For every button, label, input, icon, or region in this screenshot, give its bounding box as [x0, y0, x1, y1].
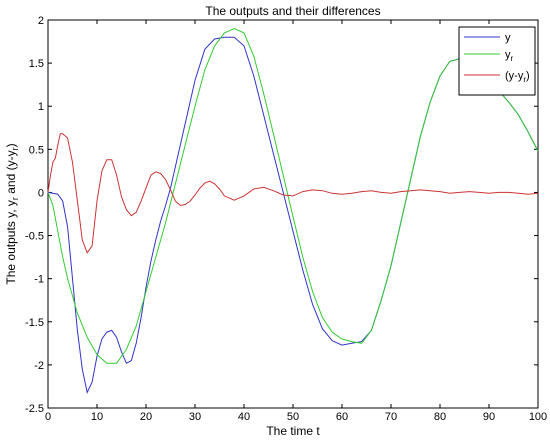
y-axis-label-part3: )	[4, 143, 18, 147]
y-tick-label: 0.5	[29, 144, 44, 156]
series-line-diff	[47, 133, 539, 254]
x-tick-label: 60	[336, 411, 348, 423]
y-tick-label: 1.5	[29, 58, 44, 70]
y-tick-label: -0.5	[25, 231, 44, 243]
chart-title: The outputs and their differences	[205, 4, 380, 18]
y-tick-label: 0	[38, 187, 44, 199]
y-tick-label: -2.5	[25, 403, 44, 415]
series-line-yr	[47, 28, 539, 364]
x-tick-label: 10	[91, 411, 103, 423]
x-tick-label: 70	[385, 411, 397, 423]
x-tick-label: 100	[529, 411, 547, 423]
y-axis-label-part1: The outputs y, y	[4, 200, 18, 285]
legend-label-diff: (y-yr)	[505, 70, 530, 84]
x-tick-label: 20	[140, 411, 152, 423]
x-tick-label: 50	[287, 411, 299, 423]
y-tick-label: 2	[38, 15, 44, 27]
legend-label-yr: yr	[505, 49, 514, 63]
x-tick-label: 40	[238, 411, 250, 423]
y-axis-label-part2: and (y-y	[4, 150, 18, 197]
x-axis-label: The time t	[266, 424, 320, 438]
y-tick-label: 1	[38, 101, 44, 113]
series-lines	[47, 28, 539, 395]
y-tick-label: -1	[34, 274, 44, 286]
legend-label-y: y	[505, 32, 511, 44]
y-axis-label-sub2: r	[10, 147, 20, 150]
y-tick-label: -2	[34, 360, 44, 372]
legend-box	[458, 26, 536, 96]
x-tick-label: 30	[189, 411, 201, 423]
x-tick-label: 90	[483, 411, 495, 423]
y-axis-label-sub1: r	[10, 197, 20, 200]
y-axis-ticks: -2.5 -2 -1.5 -1 -0.5 0 0.5 1 1.5 2	[25, 15, 538, 415]
x-axis-ticks: 0 10 20 30 40 50 60 70 80 90 100	[45, 20, 547, 423]
y-axis-label: The outputs y, yr and (y-yr)	[4, 143, 20, 284]
x-tick-label: 0	[45, 411, 51, 423]
x-tick-label: 80	[434, 411, 446, 423]
y-tick-label: -1.5	[25, 317, 44, 329]
legend: y yr (y-yr)	[458, 26, 536, 96]
